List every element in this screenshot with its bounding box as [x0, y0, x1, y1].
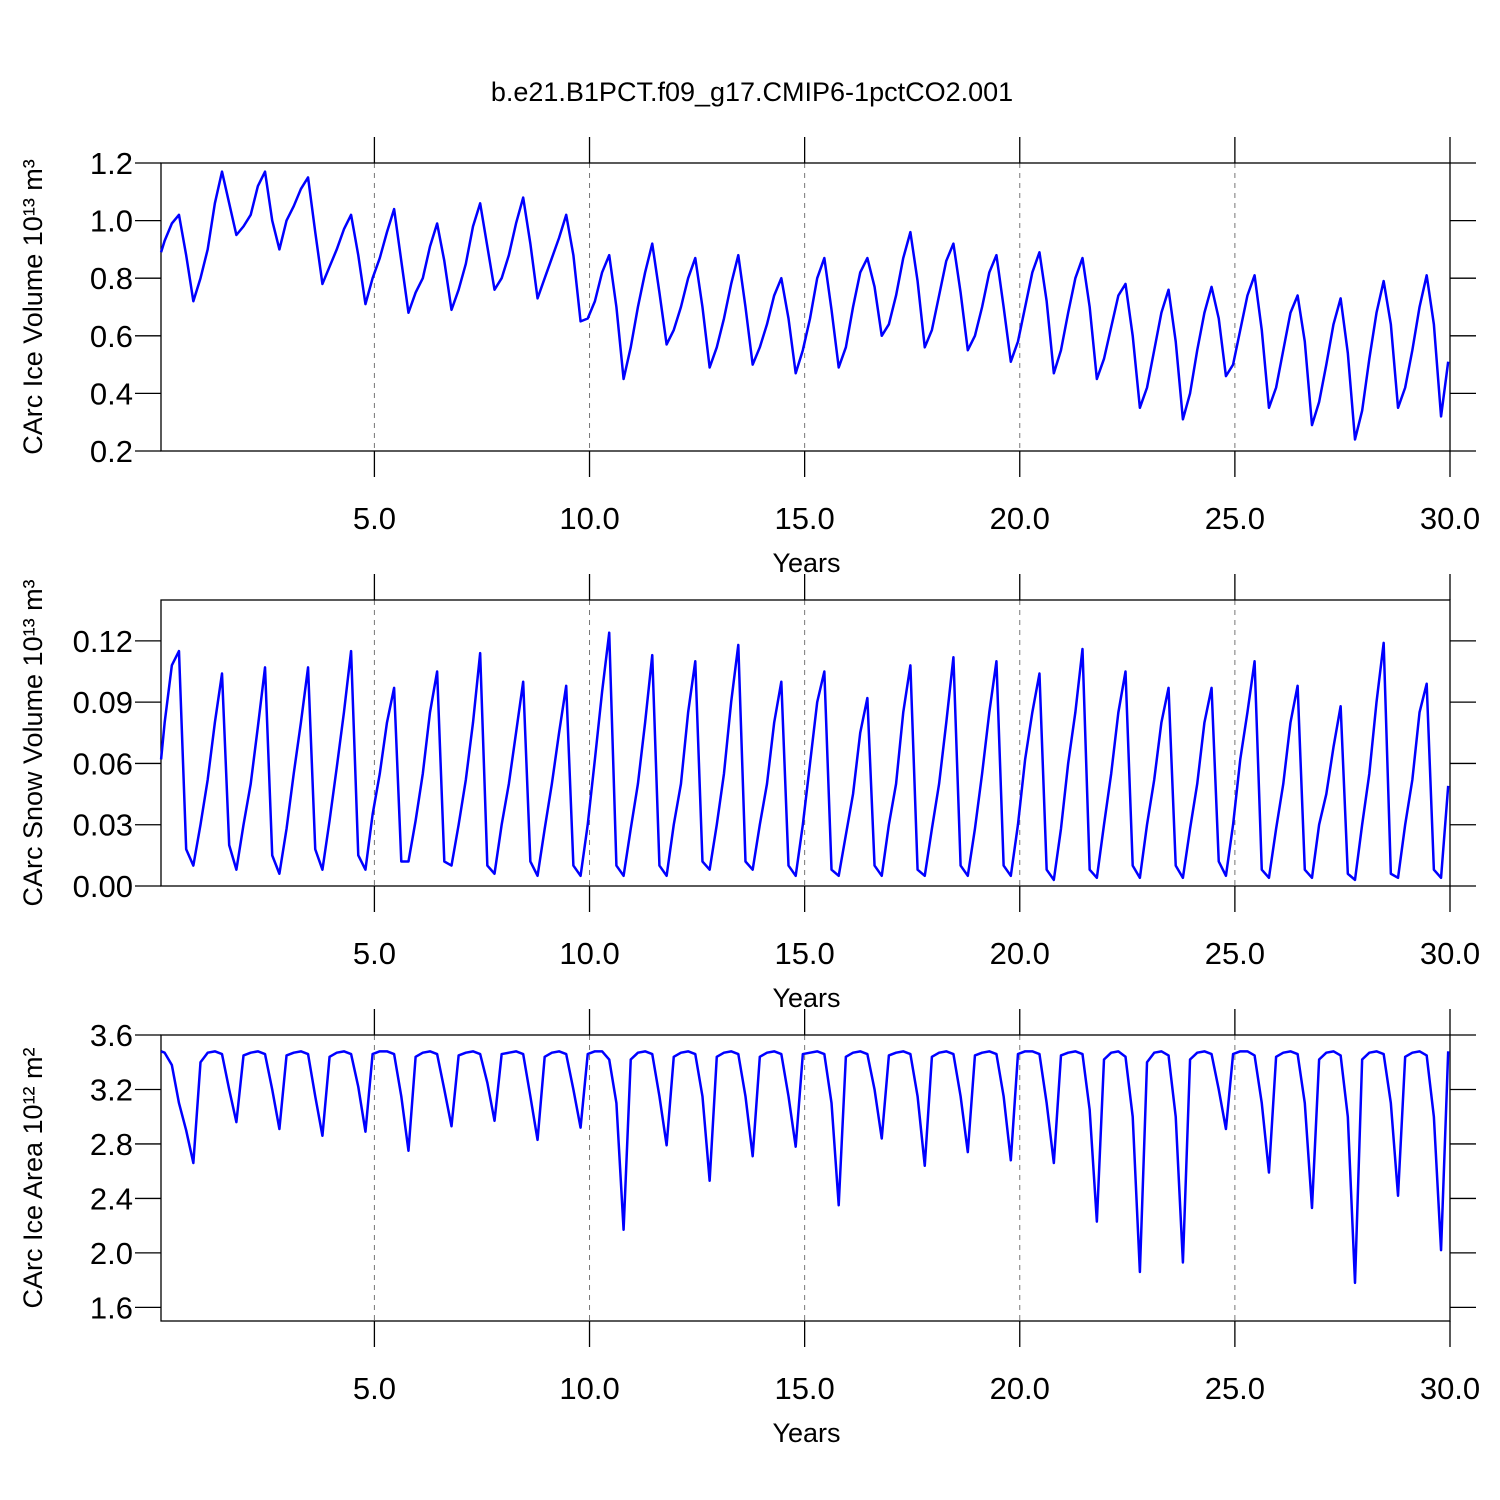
chart-title: b.e21.B1PCT.f09_g17.CMIP6-1pctCO2.001 [491, 77, 1013, 107]
x-tick-label: 20.0 [990, 1371, 1050, 1406]
y-tick-label: 0.00 [73, 869, 133, 904]
x-tick-label: 30.0 [1420, 501, 1480, 536]
y-tick-label: 0.2 [90, 434, 133, 469]
x-tick-label: 25.0 [1205, 501, 1265, 536]
y-tick-label: 0.09 [73, 685, 133, 720]
y-tick-label: 0.12 [73, 624, 133, 659]
plot-frame [160, 1034, 1451, 1322]
y-tick-label: 0.4 [90, 376, 133, 411]
plot-frame [160, 162, 1451, 452]
x-tick-label: 25.0 [1205, 1371, 1265, 1406]
y-axis-label: CArc Ice Area 10¹² m² [18, 1047, 48, 1308]
y-tick-label: 1.6 [90, 1290, 133, 1325]
y-tick-label: 1.2 [90, 146, 133, 181]
plot-frame [160, 599, 1451, 887]
x-tick-label: 5.0 [353, 936, 396, 971]
x-tick-label: 30.0 [1420, 1371, 1480, 1406]
y-tick-label: 1.0 [90, 204, 133, 239]
y-tick-label: 0.06 [73, 746, 133, 781]
y-tick-label: 2.0 [90, 1236, 133, 1271]
y-tick-label: 2.8 [90, 1127, 133, 1162]
x-tick-label: 20.0 [990, 936, 1050, 971]
y-axis-label: CArc Snow Volume 10¹³ m³ [18, 579, 48, 906]
x-tick-label: 5.0 [353, 1371, 396, 1406]
y-tick-label: 0.03 [73, 808, 133, 843]
x-tick-label: 15.0 [774, 936, 834, 971]
data-line [160, 1050, 1450, 1285]
y-tick-label: 2.4 [90, 1181, 133, 1216]
x-tick-label: 10.0 [559, 936, 619, 971]
x-axis-label: Years [772, 1418, 840, 1448]
x-axis-label: Years [772, 548, 840, 578]
x-tick-label: 25.0 [1205, 936, 1265, 971]
x-tick-label: 15.0 [774, 1371, 834, 1406]
y-tick-label: 0.8 [90, 261, 133, 296]
x-tick-label: 30.0 [1420, 936, 1480, 971]
y-tick-label: 3.6 [90, 1018, 133, 1053]
x-tick-label: 15.0 [774, 501, 834, 536]
x-tick-label: 20.0 [990, 501, 1050, 536]
y-tick-label: 0.6 [90, 319, 133, 354]
y-axis-label: CArc Ice Volume 10¹³ m³ [18, 159, 48, 455]
x-axis-label: Years [772, 983, 840, 1013]
x-tick-label: 10.0 [559, 1371, 619, 1406]
y-tick-label: 3.2 [90, 1072, 133, 1107]
x-tick-label: 10.0 [559, 501, 619, 536]
data-line [159, 631, 1450, 882]
data-line [159, 170, 1450, 441]
x-tick-label: 5.0 [353, 501, 396, 536]
